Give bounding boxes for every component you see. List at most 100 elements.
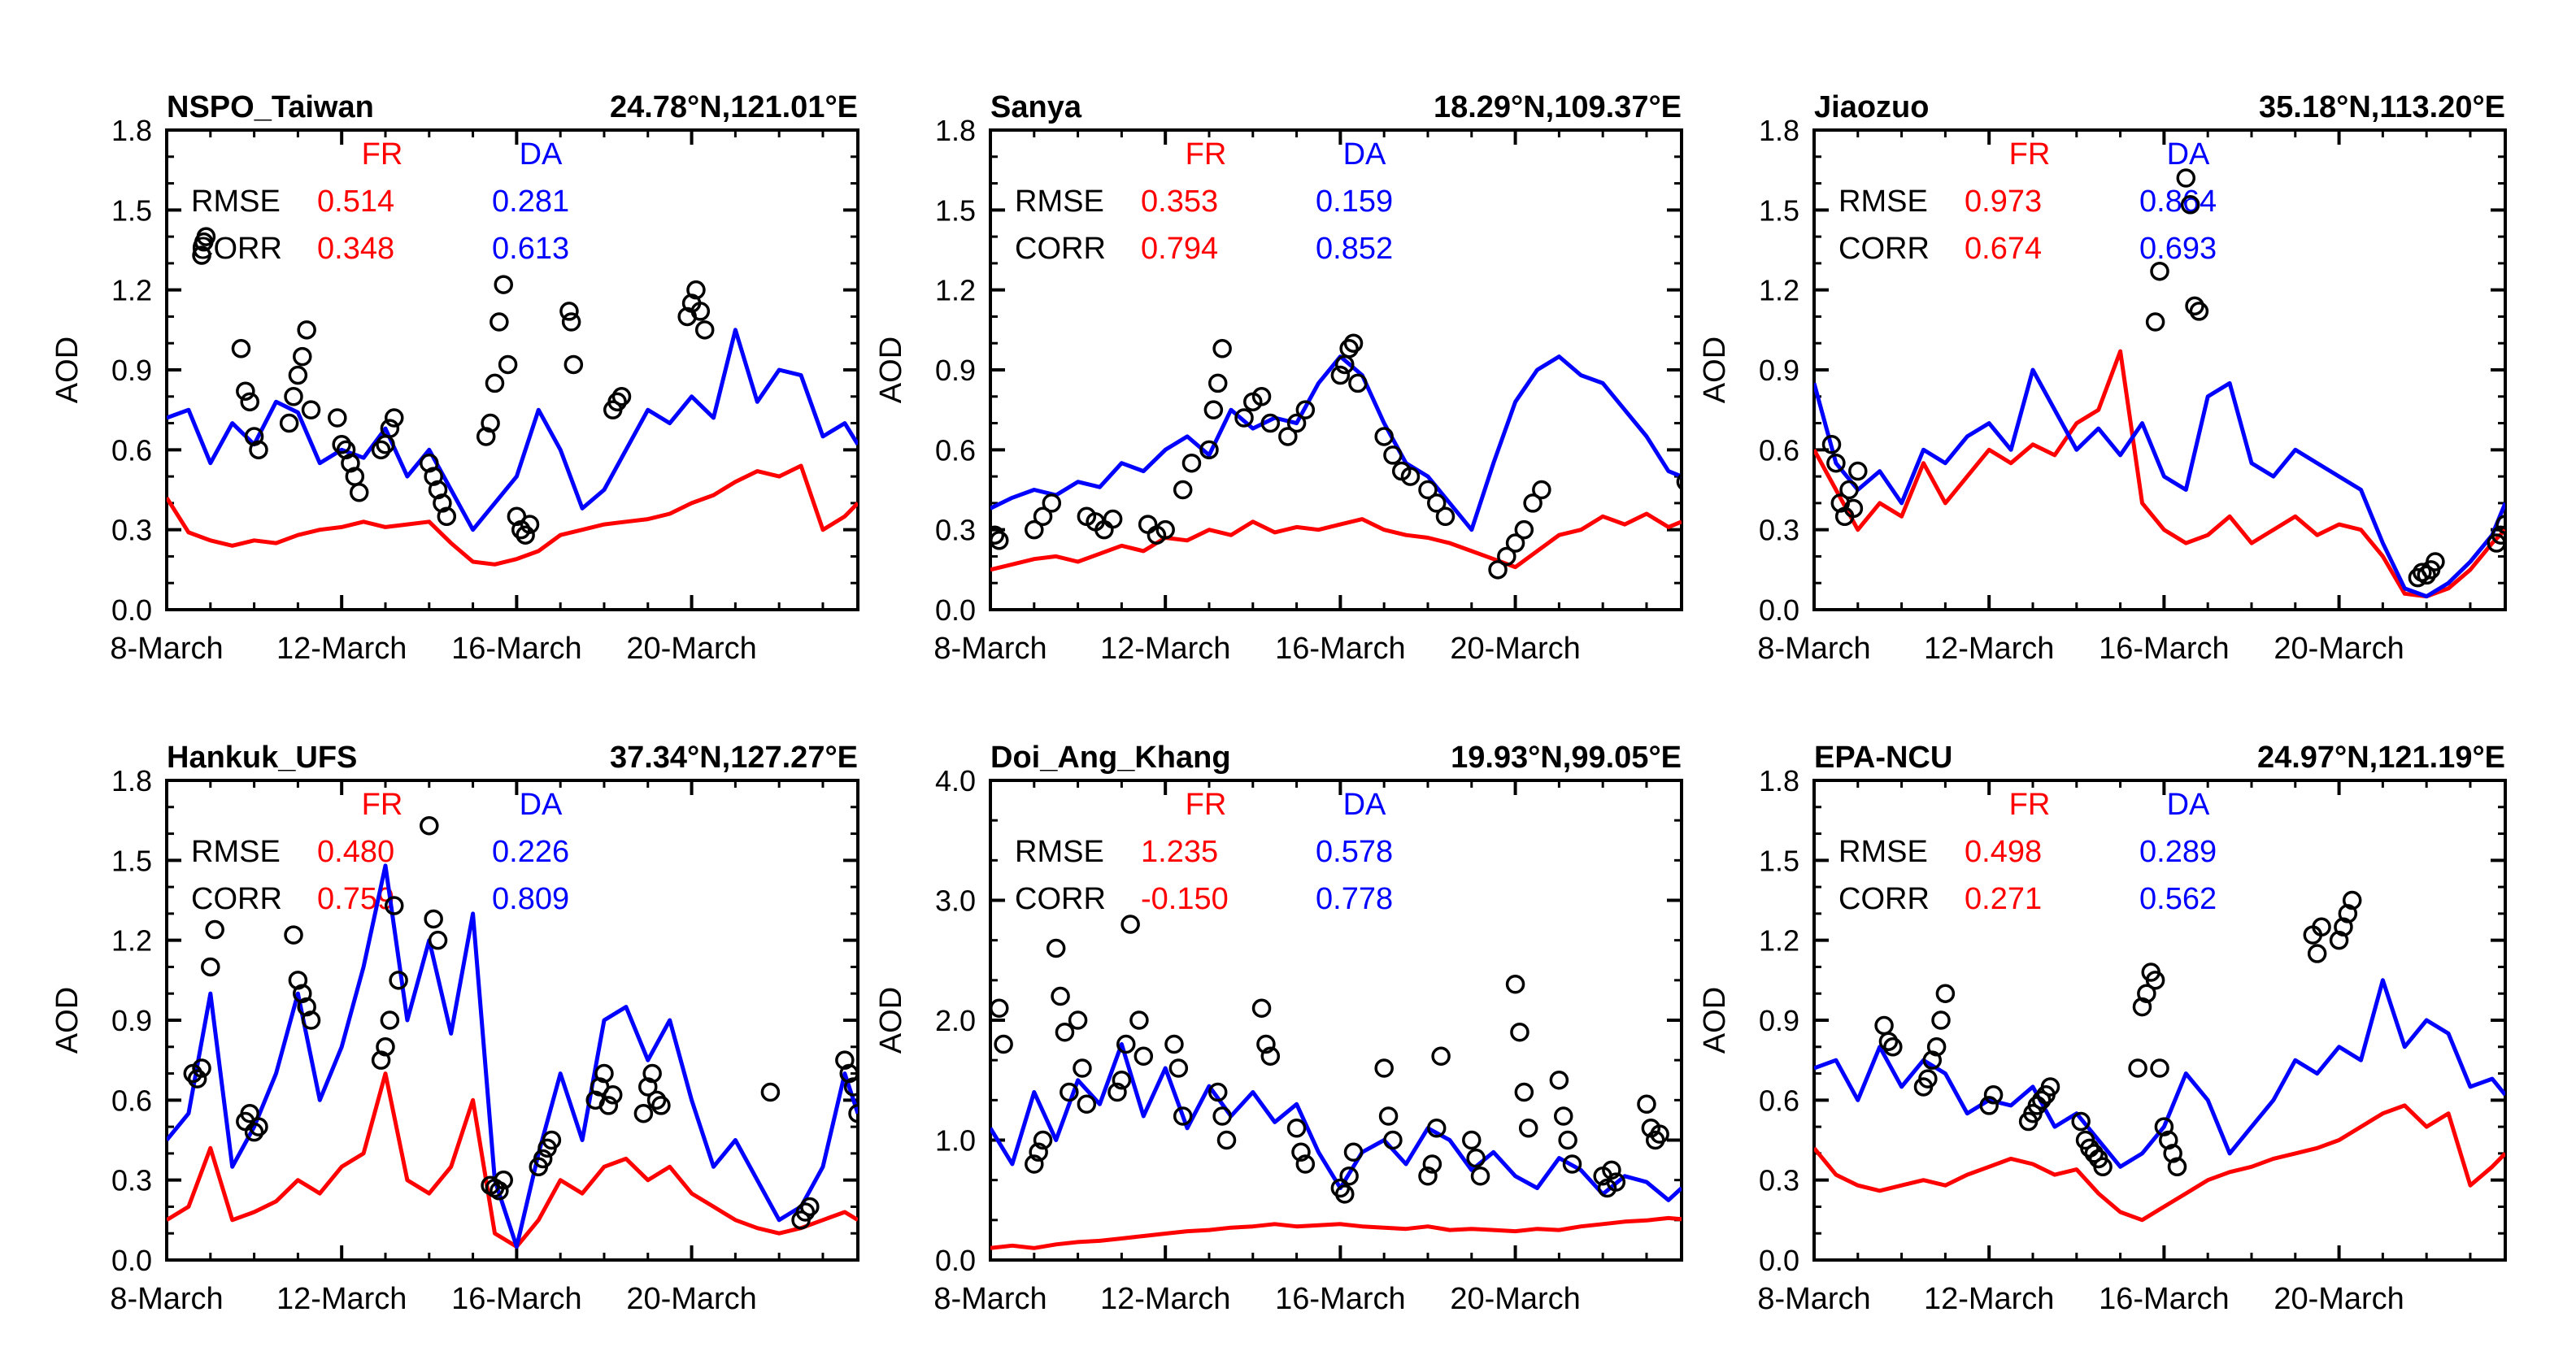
da-series-line bbox=[167, 863, 858, 1249]
obs-point bbox=[1033, 1130, 1053, 1150]
obs-point bbox=[1378, 1106, 1399, 1126]
obs-point bbox=[1426, 1119, 1447, 1138]
obs-point bbox=[1935, 984, 1956, 1003]
obs-point bbox=[1120, 915, 1140, 934]
obs-point bbox=[1286, 413, 1307, 433]
panel-jiaozuo: 0.0 0.3 0.6 0.9 1.2 1.5 1.8 8-March 12-March 16-M… bbox=[1698, 90, 2507, 666]
obs-point bbox=[1164, 1034, 1184, 1054]
obs-point bbox=[1983, 1085, 2004, 1105]
corr-da-value: 0.613 bbox=[492, 232, 569, 266]
y-tick-label: 1.2 bbox=[1759, 924, 1799, 958]
fr-series-line bbox=[990, 1215, 1682, 1250]
corr-label: CORR bbox=[1838, 232, 1930, 266]
rmse-label: RMSE bbox=[191, 185, 281, 219]
obs-point bbox=[288, 365, 308, 385]
y-tick-label: 0.0 bbox=[1759, 1244, 1799, 1277]
obs-point bbox=[1602, 1160, 1621, 1180]
obs-point bbox=[994, 1034, 1013, 1054]
obs-point bbox=[498, 354, 518, 375]
rmse-da-value: 0.578 bbox=[1316, 835, 1393, 869]
x-tick-label: 8-March bbox=[110, 632, 223, 666]
obs-point bbox=[1168, 1058, 1189, 1078]
obs-point bbox=[1251, 387, 1272, 406]
obs-point bbox=[349, 483, 369, 502]
obs-point bbox=[1339, 1167, 1359, 1186]
obs-point bbox=[1400, 467, 1421, 486]
y-tick-label: 1.5 bbox=[111, 844, 152, 877]
y-tick-label: 0.6 bbox=[111, 433, 152, 467]
obs-point bbox=[1260, 413, 1281, 433]
obs-point bbox=[1234, 408, 1254, 428]
obs-point bbox=[1260, 1046, 1281, 1066]
obs-point bbox=[1637, 1094, 1656, 1114]
obs-point bbox=[690, 302, 711, 321]
obs-point bbox=[1068, 1010, 1088, 1030]
rmse-da-value: 0.281 bbox=[492, 185, 569, 219]
y-tick-label: 0.3 bbox=[935, 514, 976, 547]
y-tick-label: 1.2 bbox=[111, 924, 152, 958]
obs-point bbox=[1291, 1142, 1311, 1162]
obs-point bbox=[1025, 1154, 1044, 1174]
obs-point bbox=[1426, 493, 1447, 513]
rmse-da-value: 0.289 bbox=[2139, 835, 2217, 869]
y-tick-label: 0.9 bbox=[111, 1004, 152, 1037]
obs-point bbox=[1155, 519, 1175, 540]
legend-da-label: DA bbox=[2167, 788, 2210, 822]
corr-da-value: 0.562 bbox=[2139, 882, 2217, 916]
corr-fr-value: 0.271 bbox=[1965, 882, 2042, 916]
y-tick-label: 0.9 bbox=[1759, 1004, 1799, 1037]
obs-point bbox=[2312, 917, 2331, 937]
obs-point bbox=[332, 435, 351, 454]
panel-location: 24.97°N,121.19°E bbox=[2257, 741, 2505, 775]
y-tick-label: 0.6 bbox=[111, 1084, 152, 1117]
fr-series-line bbox=[167, 463, 858, 567]
rmse-fr-value: 0.514 bbox=[317, 185, 394, 219]
x-tick-label: 16-March bbox=[451, 1282, 582, 1316]
obs-point bbox=[1843, 498, 1864, 519]
obs-point bbox=[1042, 493, 1062, 513]
obs-point bbox=[2189, 302, 2209, 321]
obs-point bbox=[420, 815, 439, 836]
y-tick-label: 1.5 bbox=[1759, 844, 1799, 877]
x-tick-label: 12-March bbox=[1100, 632, 1231, 666]
obs-point bbox=[1060, 1082, 1079, 1102]
obs-point bbox=[1874, 1015, 1894, 1036]
plot-area bbox=[990, 915, 1682, 1250]
y-tick-label: 4.0 bbox=[935, 764, 976, 797]
obs-point bbox=[2145, 971, 2165, 990]
y-tick-label: 0.9 bbox=[935, 354, 976, 387]
panel-epa-ncu: 0.0 0.3 0.6 0.9 1.2 1.5 1.8 8-March 12-March 16-M… bbox=[1698, 741, 2507, 1316]
obs-point bbox=[1518, 1119, 1538, 1138]
obs-point bbox=[1848, 461, 1868, 481]
da-series-line bbox=[990, 1042, 1682, 1202]
legend-da-label: DA bbox=[1343, 788, 1386, 822]
obs-point bbox=[301, 1010, 321, 1030]
obs-point bbox=[284, 387, 303, 406]
obs-point bbox=[1505, 533, 1525, 553]
obs-point bbox=[376, 1037, 395, 1057]
x-tick-label: 12-March bbox=[276, 1282, 407, 1316]
obs-point bbox=[494, 1170, 513, 1190]
obs-point bbox=[594, 1063, 614, 1084]
obs-point bbox=[485, 373, 505, 393]
obs-point bbox=[490, 312, 509, 332]
obs-point bbox=[192, 1058, 211, 1078]
obs-point bbox=[293, 346, 312, 367]
obs-point bbox=[2180, 195, 2200, 215]
y-tick-label: 1.8 bbox=[111, 764, 152, 797]
obs-point bbox=[240, 1103, 259, 1123]
obs-point bbox=[1431, 1046, 1451, 1066]
obs-point bbox=[2031, 1090, 2052, 1110]
plot-area bbox=[990, 333, 1682, 580]
y-tick-label: 1.8 bbox=[1759, 764, 1799, 797]
obs-point bbox=[1821, 435, 1842, 454]
y-tick-label: 0.6 bbox=[1759, 1084, 1799, 1117]
rmse-label: RMSE bbox=[1838, 835, 1928, 869]
y-tick-label: 1.5 bbox=[111, 193, 152, 227]
rmse-fr-value: 0.480 bbox=[317, 835, 394, 869]
obs-point bbox=[1523, 493, 1543, 513]
panel-nspo-taiwan: 0.0 0.3 0.6 0.9 1.2 1.5 1.8 8-March 12-March 16-M… bbox=[50, 90, 859, 666]
obs-point bbox=[249, 1117, 268, 1136]
obs-point bbox=[1203, 400, 1224, 419]
